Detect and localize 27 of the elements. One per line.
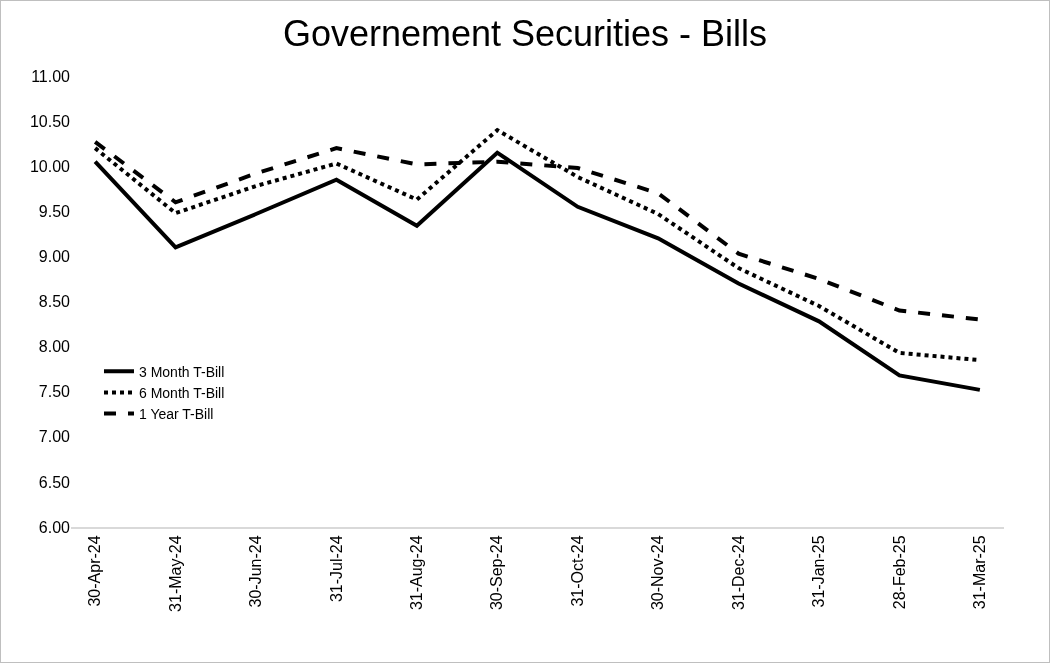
y-tick-label: 6.50 xyxy=(38,473,71,491)
x-tick-label: 30-Nov-24 xyxy=(649,535,667,611)
x-tick-label: 31-Jan-25 xyxy=(810,535,828,608)
y-tick-label: 11.00 xyxy=(31,67,71,85)
legend-label: 3 Month T-Bill xyxy=(138,363,225,380)
x-tick-label: 31-Oct-24 xyxy=(568,535,586,607)
legend-label: 6 Month T-Bill xyxy=(138,384,225,401)
x-tick-label: 31-May-24 xyxy=(166,535,184,612)
x-tick-label: 31-Aug-24 xyxy=(408,535,426,611)
y-tick-label: 10.50 xyxy=(29,112,71,130)
x-tick-label: 31-Dec-24 xyxy=(729,535,747,611)
y-tick-label: 6.00 xyxy=(38,518,71,536)
y-tick-label: 8.00 xyxy=(38,338,71,356)
x-tick-label: 31-Mar-25 xyxy=(971,535,989,610)
x-tick-label: 30-Jun-24 xyxy=(247,535,265,608)
legend-label: 1 Year T-Bill xyxy=(138,406,214,423)
chart-title: Governement Securities - Bills xyxy=(282,13,768,55)
y-tick-label: 7.50 xyxy=(38,383,71,401)
y-tick-label: 8.50 xyxy=(38,293,71,311)
x-tick-label: 28-Feb-25 xyxy=(890,535,908,610)
y-tick-label: 9.50 xyxy=(38,202,71,220)
y-tick-label: 10.00 xyxy=(29,157,71,175)
x-tick-label: 30-Apr-24 xyxy=(86,535,104,607)
y-tick-label: 9.00 xyxy=(38,248,71,265)
y-tick-label: 7.00 xyxy=(38,428,71,446)
x-tick-label: 31-Jul-24 xyxy=(327,535,345,603)
x-tick-label: 30-Sep-24 xyxy=(488,535,506,611)
